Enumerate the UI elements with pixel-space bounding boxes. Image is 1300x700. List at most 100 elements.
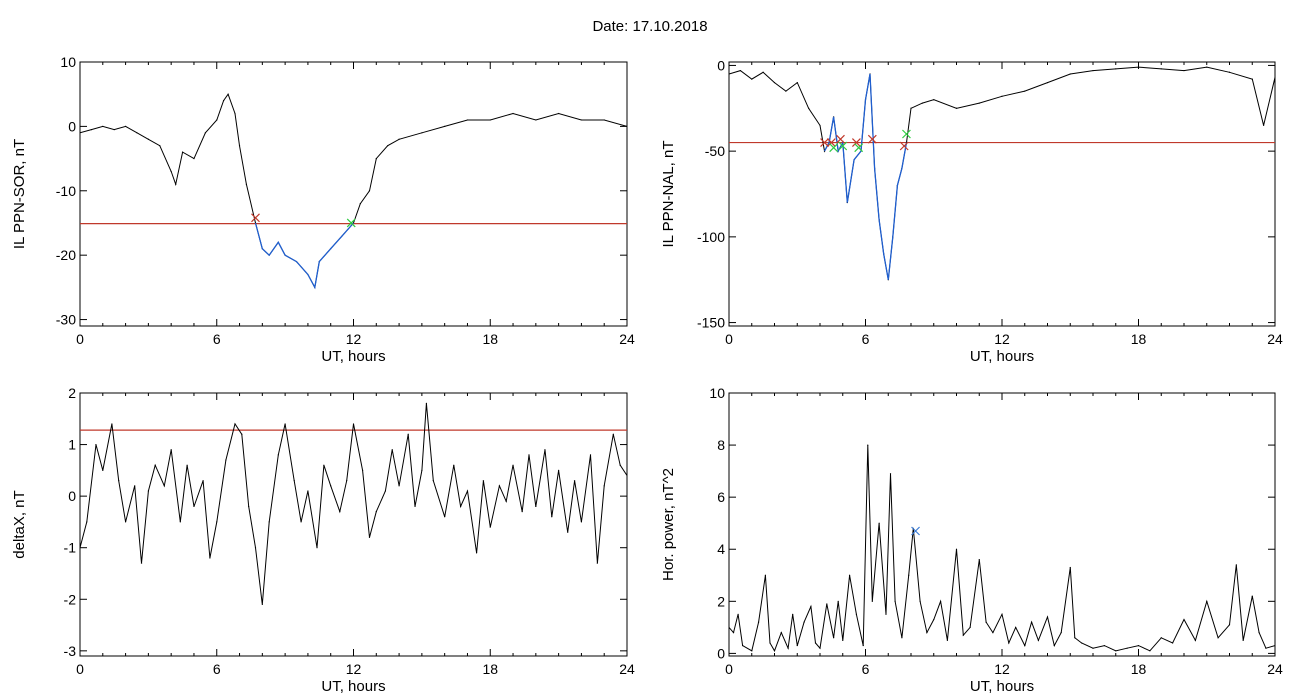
y-axis-label: IL PPN-NAL, nT xyxy=(660,141,677,248)
data-point xyxy=(603,119,605,121)
data-point xyxy=(346,480,348,482)
data-point xyxy=(80,547,81,549)
data-point xyxy=(528,454,530,456)
end-marker xyxy=(346,218,356,228)
y-tick-label: 4 xyxy=(717,541,725,557)
data-point xyxy=(1008,642,1010,644)
data-point xyxy=(626,125,627,127)
data-point xyxy=(1228,71,1231,73)
data-point xyxy=(1183,69,1185,72)
data-point xyxy=(939,600,942,602)
data-point xyxy=(808,107,810,109)
data-point xyxy=(787,647,789,649)
x-tick-label: 6 xyxy=(213,661,221,677)
data-point xyxy=(933,99,935,101)
end-marker xyxy=(902,129,911,139)
data-point xyxy=(751,78,753,80)
data-point xyxy=(819,647,821,649)
x-tick-label: 6 xyxy=(213,331,221,347)
x-tick-label: 0 xyxy=(725,331,733,347)
y-tick-label: -1 xyxy=(64,540,77,556)
y-tick-label: -3 xyxy=(64,643,77,659)
data-point xyxy=(803,621,805,623)
data-point xyxy=(862,644,864,647)
peak-marker xyxy=(911,526,920,536)
data-point xyxy=(234,112,236,115)
data-point xyxy=(558,469,560,471)
x-tick-label: 18 xyxy=(482,331,498,347)
data-point xyxy=(894,600,896,602)
data-point xyxy=(352,423,355,425)
data-point xyxy=(1149,650,1151,652)
y-tick-label: 10 xyxy=(60,54,76,70)
data-point xyxy=(796,81,798,84)
data-point xyxy=(992,631,994,634)
panel-1: 0 6 12 18 24 -30 -20 -10 0 10 UT, hours IL PPN-SOR,… xyxy=(11,54,635,365)
data-point xyxy=(482,480,485,482)
data-point xyxy=(1206,66,1208,68)
data-point xyxy=(1037,639,1039,641)
data-point xyxy=(1030,621,1033,623)
data-point xyxy=(626,474,627,477)
x-axis-label: UT, hours xyxy=(321,348,385,365)
data-point xyxy=(102,469,104,471)
data-point xyxy=(1069,73,1071,75)
data-point xyxy=(908,574,910,576)
data-point xyxy=(512,112,514,115)
data-point xyxy=(466,490,469,492)
data-point xyxy=(95,443,97,446)
data-point xyxy=(316,547,318,549)
x-tick-label: 18 xyxy=(482,661,498,677)
end-marker xyxy=(838,141,848,151)
plot-frame xyxy=(728,61,1276,327)
data-point xyxy=(889,473,892,475)
x-tick-label: 6 xyxy=(862,661,870,677)
data-point xyxy=(222,100,225,102)
data-point xyxy=(1137,66,1140,68)
data-point xyxy=(729,626,730,628)
data-point xyxy=(193,505,195,508)
data-point xyxy=(384,490,387,492)
data-point xyxy=(955,548,958,550)
data-point xyxy=(819,124,821,127)
data-point xyxy=(1126,647,1128,649)
data-point xyxy=(1001,613,1003,615)
x-axis-label: UT, hours xyxy=(970,348,1034,365)
x-tick-label: 0 xyxy=(76,331,84,347)
data-point xyxy=(544,449,546,451)
series-line xyxy=(80,93,627,289)
data-point xyxy=(216,119,218,121)
data-point xyxy=(147,490,149,492)
data-point xyxy=(1258,631,1260,634)
data-point xyxy=(978,102,980,104)
data-point xyxy=(1251,78,1253,80)
data-point xyxy=(175,183,177,185)
y-tick-label: -30 xyxy=(56,312,76,328)
data-point xyxy=(111,423,113,425)
x-axis-label: UT, hours xyxy=(970,678,1034,695)
data-point xyxy=(785,90,787,92)
data-point xyxy=(444,125,446,127)
data-point xyxy=(1092,647,1094,649)
data-point xyxy=(573,480,576,482)
data-point xyxy=(234,423,236,425)
data-point xyxy=(589,454,592,456)
data-point xyxy=(729,73,730,75)
plot-frame xyxy=(79,61,628,327)
data-point xyxy=(814,642,817,644)
data-point xyxy=(102,125,104,127)
y-tick-label: 10 xyxy=(709,385,725,401)
x-tick-label: 18 xyxy=(1131,331,1147,347)
x-tick-label: 12 xyxy=(994,661,1010,677)
data-point xyxy=(284,423,286,425)
panel-2: 0 6 12 18 24 -150 -100 -50 0 UT, hours IL PPN-NAL,… xyxy=(660,57,1283,365)
data-point xyxy=(391,449,393,451)
data-point xyxy=(619,464,621,466)
data-point xyxy=(136,132,138,134)
data-point xyxy=(134,485,136,487)
data-point xyxy=(268,521,270,523)
end-marker xyxy=(829,143,839,153)
data-point xyxy=(1115,650,1117,652)
data-point xyxy=(425,402,428,404)
data-point xyxy=(387,145,389,147)
